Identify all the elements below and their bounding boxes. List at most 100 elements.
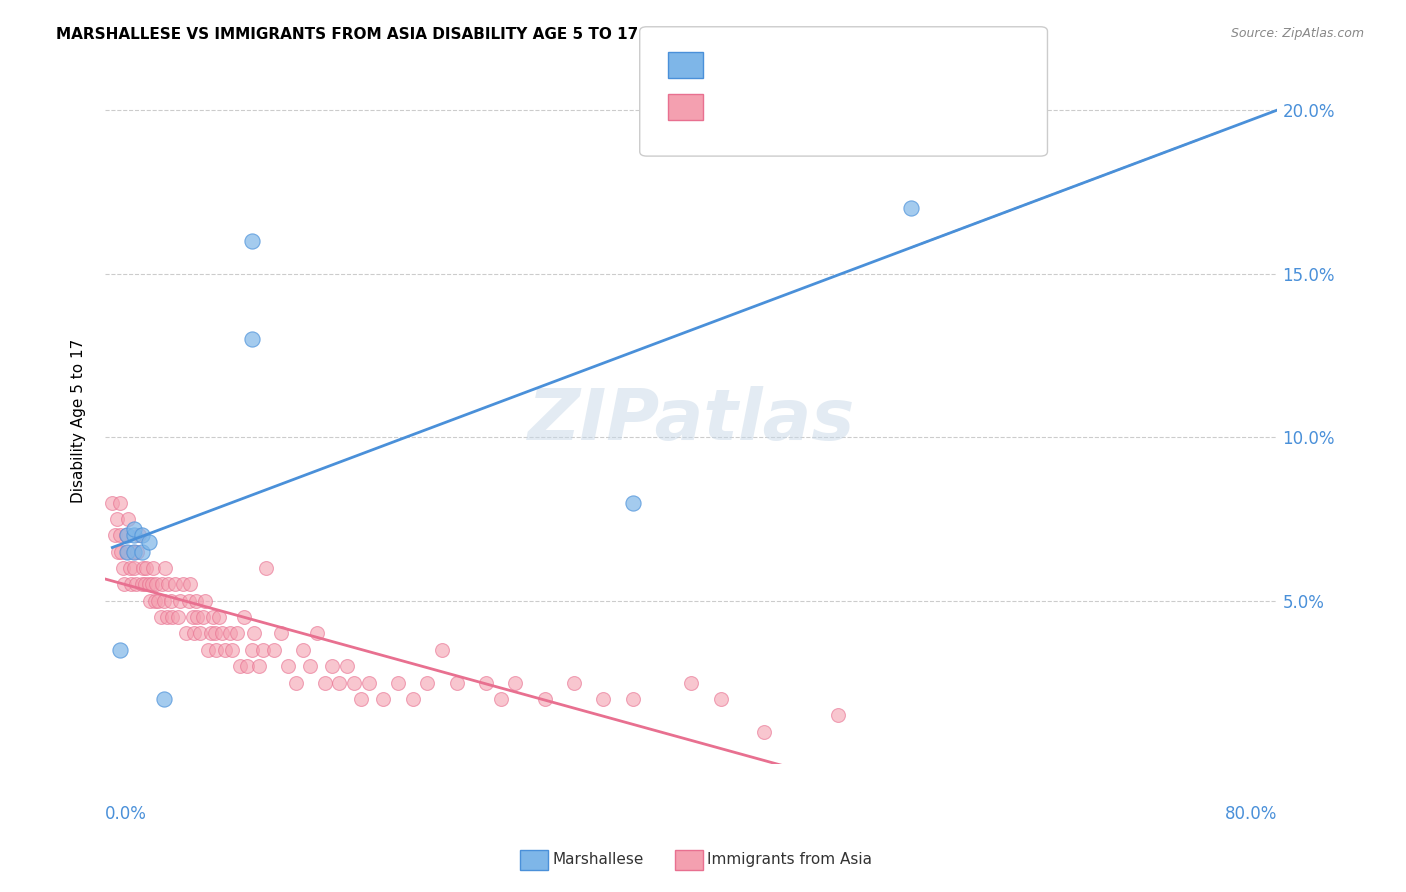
Point — [172, 577, 194, 591]
Point — [145, 577, 167, 591]
Point — [197, 642, 219, 657]
Point — [291, 642, 314, 657]
Point — [621, 691, 644, 706]
Point — [139, 593, 162, 607]
Point — [124, 522, 146, 536]
Point — [107, 544, 129, 558]
Point — [205, 642, 228, 657]
Point — [336, 659, 359, 673]
Point — [124, 561, 146, 575]
Point — [179, 577, 201, 591]
Point — [592, 691, 614, 706]
Point — [681, 675, 703, 690]
Point — [183, 626, 205, 640]
Point — [314, 675, 336, 690]
Point — [108, 528, 131, 542]
Point — [387, 675, 409, 690]
Text: R = -0.369   N = 102: R = -0.369 N = 102 — [711, 98, 884, 116]
Point — [236, 659, 259, 673]
Point — [104, 528, 127, 542]
Point — [181, 610, 204, 624]
Point — [124, 528, 146, 542]
Point — [204, 626, 226, 640]
Point — [146, 593, 169, 607]
Y-axis label: Disability Age 5 to 17: Disability Age 5 to 17 — [72, 339, 86, 503]
Point — [110, 544, 132, 558]
Point — [177, 593, 200, 607]
Point — [299, 659, 322, 673]
Point — [225, 626, 247, 640]
Point — [328, 675, 350, 690]
Point — [150, 577, 173, 591]
Point — [416, 675, 439, 690]
Point — [131, 577, 153, 591]
Point — [754, 724, 776, 739]
Point — [115, 544, 138, 558]
Point — [127, 544, 149, 558]
Point — [134, 577, 156, 591]
Point — [263, 642, 285, 657]
Text: MARSHALLESE VS IMMIGRANTS FROM ASIA DISABILITY AGE 5 TO 17 CORRELATION CHART: MARSHALLESE VS IMMIGRANTS FROM ASIA DISA… — [56, 27, 827, 42]
Point — [357, 675, 380, 690]
Point — [446, 675, 468, 690]
Point — [402, 691, 425, 706]
Point — [132, 561, 155, 575]
Text: ZIPatlas: ZIPatlas — [527, 386, 855, 455]
Point — [125, 577, 148, 591]
Point — [152, 691, 174, 706]
Point — [489, 691, 512, 706]
Point — [138, 534, 160, 549]
Point — [240, 234, 263, 248]
Point — [143, 593, 166, 607]
Point — [200, 626, 222, 640]
Point — [117, 512, 139, 526]
Point — [186, 610, 208, 624]
Point — [505, 675, 527, 690]
Point — [373, 691, 395, 706]
Point — [533, 691, 555, 706]
Point — [138, 577, 160, 591]
Point — [343, 675, 366, 690]
Point — [141, 577, 163, 591]
Point — [211, 626, 233, 640]
Point — [562, 675, 585, 690]
Point — [233, 610, 256, 624]
Point — [193, 610, 215, 624]
Point — [284, 675, 307, 690]
Point — [108, 495, 131, 509]
Text: 0.0%: 0.0% — [105, 805, 146, 823]
Point — [307, 626, 329, 640]
Point — [131, 528, 153, 542]
Point — [108, 642, 131, 657]
Point — [155, 610, 177, 624]
Point — [350, 691, 373, 706]
Point — [128, 528, 150, 542]
Point — [115, 544, 138, 558]
Point — [153, 561, 176, 575]
Point — [167, 610, 190, 624]
Point — [827, 708, 849, 723]
Point — [270, 626, 292, 640]
Point — [105, 512, 128, 526]
Point — [214, 642, 236, 657]
Point — [430, 642, 453, 657]
Point — [174, 626, 197, 640]
Point — [120, 577, 142, 591]
Point — [621, 495, 644, 509]
Point — [165, 577, 187, 591]
Point — [202, 610, 225, 624]
Point — [142, 561, 165, 575]
Point — [162, 610, 184, 624]
Point — [118, 561, 141, 575]
Point — [194, 593, 217, 607]
Point — [101, 495, 124, 509]
Point — [240, 332, 263, 346]
Point — [188, 626, 211, 640]
Point — [160, 593, 183, 607]
Point — [124, 544, 146, 558]
Point — [243, 626, 266, 640]
Point — [321, 659, 343, 673]
Point — [112, 577, 135, 591]
Point — [221, 642, 243, 657]
Text: 80.0%: 80.0% — [1225, 805, 1278, 823]
